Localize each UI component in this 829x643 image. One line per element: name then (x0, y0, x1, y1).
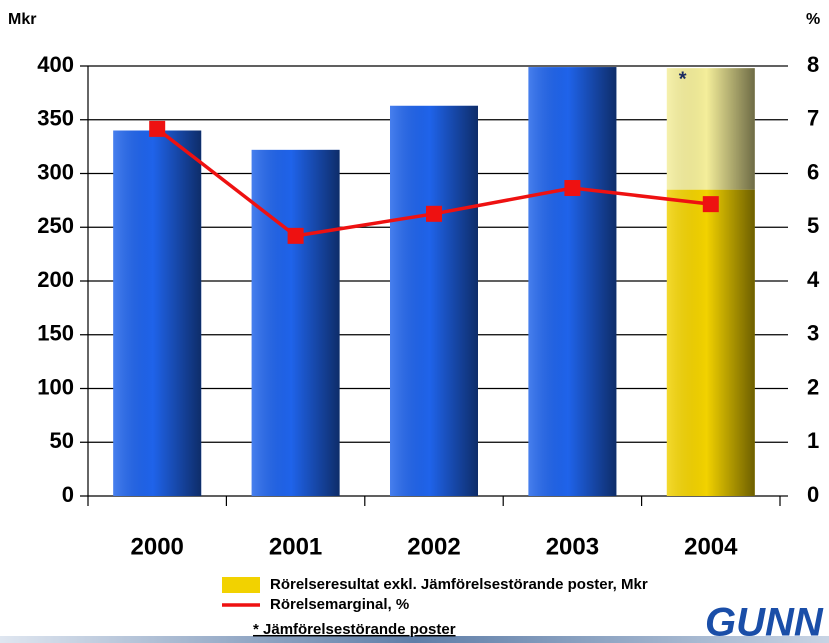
y2-tick-label: 4 (807, 267, 820, 292)
y-tick-label: 200 (37, 267, 74, 292)
y-tick-label: 250 (37, 213, 74, 238)
line-marker (702, 196, 719, 213)
y-tick-label: 50 (50, 428, 74, 453)
legend-label: Rörelsemarginal, % (270, 596, 409, 613)
x-tick-label: 2000 (131, 533, 184, 560)
y2-tick-label: 7 (807, 106, 819, 131)
line-marker (149, 120, 166, 137)
y-tick-label: 100 (37, 374, 74, 399)
line-marker (287, 227, 304, 244)
line-marker (426, 205, 442, 222)
y2-tick-label: 1 (807, 428, 819, 453)
y2-tick-label: 2 (807, 374, 819, 399)
y-tick-label: 150 (37, 321, 74, 346)
y-tick-label: 350 (37, 106, 74, 131)
y-tick-label: 300 (37, 159, 74, 184)
legend-label: * Jämförelsestörande poster (253, 621, 456, 638)
y2-axis-label: % (806, 11, 820, 28)
bar-shade (251, 149, 340, 496)
bar-shade (528, 67, 617, 496)
bar-shade (113, 130, 202, 496)
line-marker (564, 180, 581, 197)
x-tick-label: 2004 (684, 533, 738, 560)
bar-shade (666, 68, 755, 190)
y2-tick-label: 0 (807, 482, 819, 507)
y-tick-label: 0 (62, 482, 74, 507)
bar-shade (666, 189, 755, 496)
y2-tick-label: 6 (807, 159, 819, 184)
bar-shade (390, 105, 478, 497)
y2-tick-label: 3 (807, 321, 819, 346)
y2-tick-label: 8 (807, 52, 819, 77)
footer-strip (0, 636, 829, 643)
x-tick-label: 2002 (407, 533, 460, 560)
y2-tick-label: 5 (807, 213, 819, 238)
annotation: * (679, 68, 687, 90)
x-tick-label: 2003 (546, 533, 599, 560)
y-tick-label: 400 (37, 52, 74, 77)
x-tick-label: 2001 (269, 533, 322, 560)
y-axis-label: Mkr (8, 11, 36, 28)
logo: GUNN (705, 601, 824, 643)
legend-swatch (222, 577, 260, 593)
legend-label: Rörelseresultat exkl. Jämförelsestörande… (270, 576, 648, 593)
